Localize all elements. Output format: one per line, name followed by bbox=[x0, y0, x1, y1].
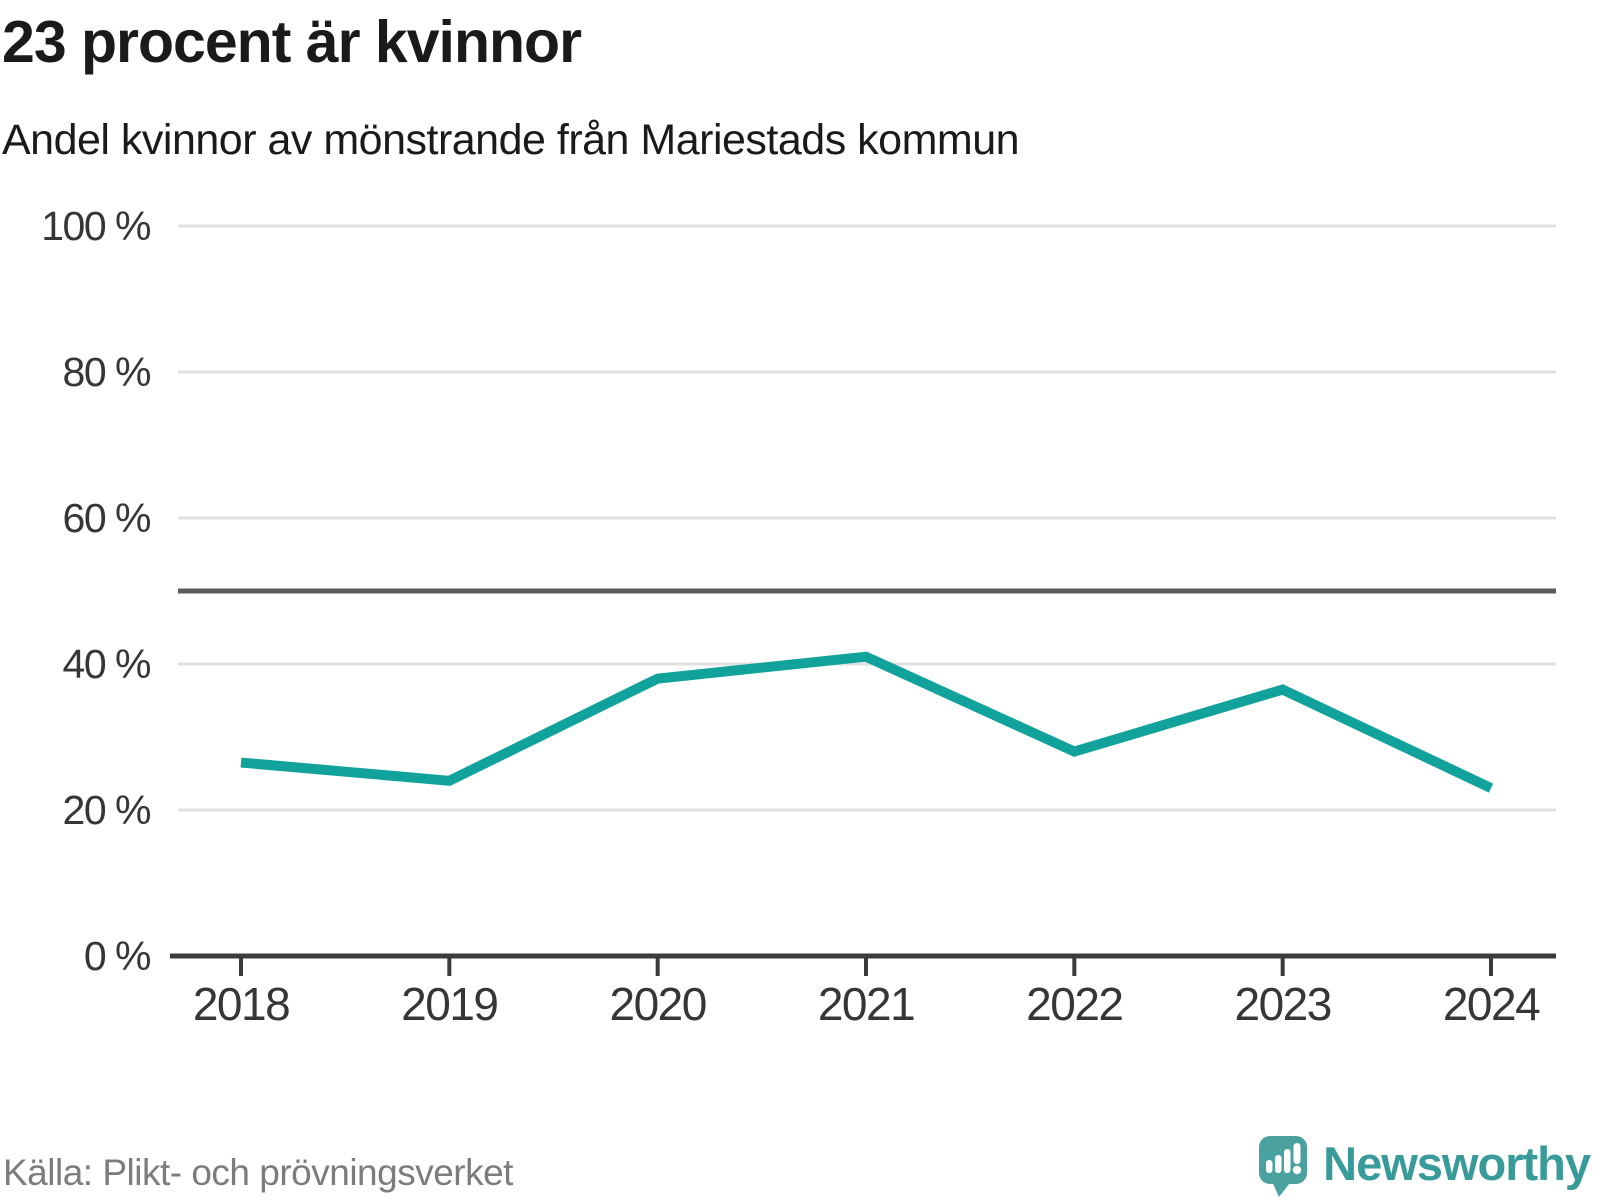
x-tick-labels: 2018 2019 2020 2021 2022 2023 2024 bbox=[193, 978, 1542, 1030]
svg-text:40 %: 40 % bbox=[63, 641, 150, 687]
svg-text:100 %: 100 % bbox=[41, 203, 150, 249]
y-tick-labels: 0 % 20 % 40 % 60 % 80 % 100 % bbox=[41, 203, 151, 979]
svg-text:2024: 2024 bbox=[1443, 978, 1540, 1030]
svg-text:2018: 2018 bbox=[193, 978, 289, 1030]
svg-text:2023: 2023 bbox=[1234, 978, 1330, 1030]
svg-text:0 %: 0 % bbox=[84, 933, 150, 979]
newsworthy-logo-icon bbox=[1259, 1135, 1308, 1197]
svg-text:60 %: 60 % bbox=[63, 495, 150, 541]
y-gridlines bbox=[178, 224, 1556, 812]
chart-subtitle: Andel kvinnor av mönstrande från Mariest… bbox=[2, 116, 1020, 164]
svg-text:2022: 2022 bbox=[1026, 978, 1122, 1030]
svg-text:20 %: 20 % bbox=[63, 787, 150, 833]
svg-text:2019: 2019 bbox=[401, 978, 497, 1030]
source-note: Källa: Plikt- och prövningsverket bbox=[3, 1152, 513, 1193]
chart-title: 23 procent är kvinnor bbox=[2, 9, 582, 75]
svg-text:2020: 2020 bbox=[609, 978, 705, 1030]
svg-text:2021: 2021 bbox=[818, 978, 914, 1030]
newsworthy-brand: Newsworthy bbox=[1258, 1132, 1591, 1200]
svg-text:80 %: 80 % bbox=[63, 349, 150, 395]
data-line bbox=[240, 651, 1494, 793]
newsworthy-wordmark: Newsworthy bbox=[1323, 1136, 1591, 1190]
x-axis-ticks bbox=[239, 958, 1493, 976]
